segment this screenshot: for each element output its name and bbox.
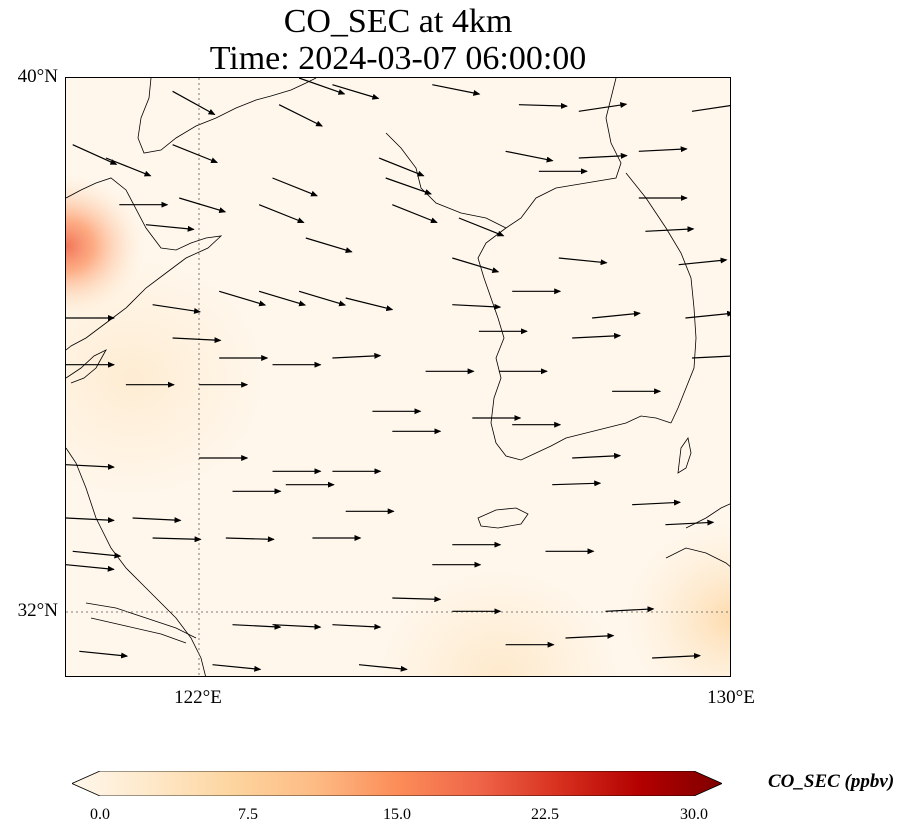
wind-vector-40 [172, 337, 222, 344]
colorbar-label: CO_SEC (ppbv) [768, 771, 895, 792]
wind-vector-86 [79, 650, 129, 659]
wind-vector-6 [332, 84, 380, 100]
wind-vector-26 [305, 237, 353, 253]
concentration-patch-south [66, 78, 730, 676]
wind-vector-13 [505, 150, 554, 163]
wind-vector-1 [105, 157, 152, 177]
wind-vector-21 [458, 217, 505, 237]
colorbar-gradient [72, 771, 722, 796]
wind-vector-68 [66, 517, 115, 524]
wind-vector-11 [378, 157, 425, 177]
wind-vector-27 [452, 257, 500, 273]
wind-vector-43 [332, 352, 382, 359]
wind-vector-36 [452, 303, 502, 310]
wind-vector-33 [258, 290, 307, 307]
wind-vector-17 [179, 197, 227, 213]
wind-vector-15 [638, 146, 688, 153]
colorbar-tick-2: 15.0 [383, 806, 411, 823]
wind-vector-3 [172, 144, 219, 164]
wind-vector-61 [66, 463, 115, 470]
wind-vector-83 [332, 623, 382, 630]
wind-vector-45 [572, 332, 622, 339]
wind-vector-7 [432, 84, 481, 96]
colorbar-tick-4: 30.0 [680, 806, 708, 823]
colorbar-tick-0: 0.0 [90, 806, 110, 823]
wind-vector-25 [145, 224, 195, 232]
wind-vector-38 [592, 310, 641, 319]
map-canvas [66, 78, 730, 676]
coastline-jeju [477, 507, 529, 529]
wind-vector-75 [72, 550, 122, 559]
coastline-korea-east [625, 172, 697, 424]
wind-vector-10 [691, 105, 730, 112]
wind-vector-39 [685, 310, 730, 319]
coastline-korea-north [385, 78, 622, 229]
wind-vector-24 [645, 226, 695, 233]
wind-vector-89 [652, 652, 701, 659]
wind-vectors [66, 78, 730, 672]
wind-vector-84 [565, 632, 615, 639]
wind-vector-12 [385, 177, 432, 195]
wind-vector-20 [392, 204, 438, 224]
gridlines [66, 78, 730, 676]
wind-vector-31 [152, 304, 201, 314]
wind-vector-34 [298, 290, 347, 307]
wind-vector-5 [298, 78, 346, 95]
colorbar-tick-1: 7.5 [238, 806, 258, 823]
wind-vector-14 [578, 152, 628, 159]
wind-vector-9 [578, 102, 628, 112]
wind-vector-71 [225, 536, 275, 543]
map-title: CO_SEC at 4km [283, 3, 513, 40]
coastline-shandong [66, 349, 107, 384]
wind-vector-19 [272, 177, 318, 197]
wind-vector-35 [345, 297, 394, 312]
wind-vector-66 [632, 499, 681, 506]
coastline-korea-west [477, 227, 507, 444]
wind-vector-76 [66, 564, 115, 572]
coastline-jiangsu [66, 447, 206, 676]
coastline-liaodong [137, 78, 317, 154]
lat-tick-32n: 32°N [17, 600, 58, 621]
map-subtitle-time: Time: 2024-03-07 06:00:00 [209, 40, 587, 77]
lon-tick-130e: 130°E [707, 687, 755, 708]
wind-vector-46 [691, 355, 730, 359]
wind-vector-80 [605, 606, 655, 613]
wind-vector-70 [152, 536, 202, 543]
coastline-tsushima [677, 437, 692, 474]
wind-vector-78 [392, 596, 442, 603]
colorbar-tick-3: 22.5 [531, 806, 559, 823]
wind-vector-0 [72, 144, 118, 165]
wind-vector-29 [678, 257, 728, 266]
lon-tick-122e: 122°E [174, 687, 222, 708]
wind-vector-82 [272, 623, 322, 630]
wind-vector-28 [558, 257, 608, 266]
wind-vector-18 [258, 204, 305, 224]
wind-vector-87 [212, 664, 262, 672]
lat-tick-40n: 40°N [17, 66, 58, 87]
wind-vector-67 [665, 519, 715, 526]
wind-vector-2 [172, 90, 216, 116]
wind-vector-60 [572, 452, 622, 459]
colorbar [72, 771, 722, 796]
wind-vector-4 [278, 104, 323, 127]
coastline-yangtze-estuary [85, 602, 197, 644]
wind-vector-8 [518, 102, 568, 109]
wind-vector-65 [552, 480, 602, 487]
wind-vector-32 [219, 290, 267, 307]
wind-vector-69 [132, 517, 182, 524]
coastline-korea-south [495, 415, 672, 461]
wind-vector-88 [358, 664, 408, 672]
wind-vector-81 [232, 623, 282, 630]
map-panel [65, 77, 731, 677]
